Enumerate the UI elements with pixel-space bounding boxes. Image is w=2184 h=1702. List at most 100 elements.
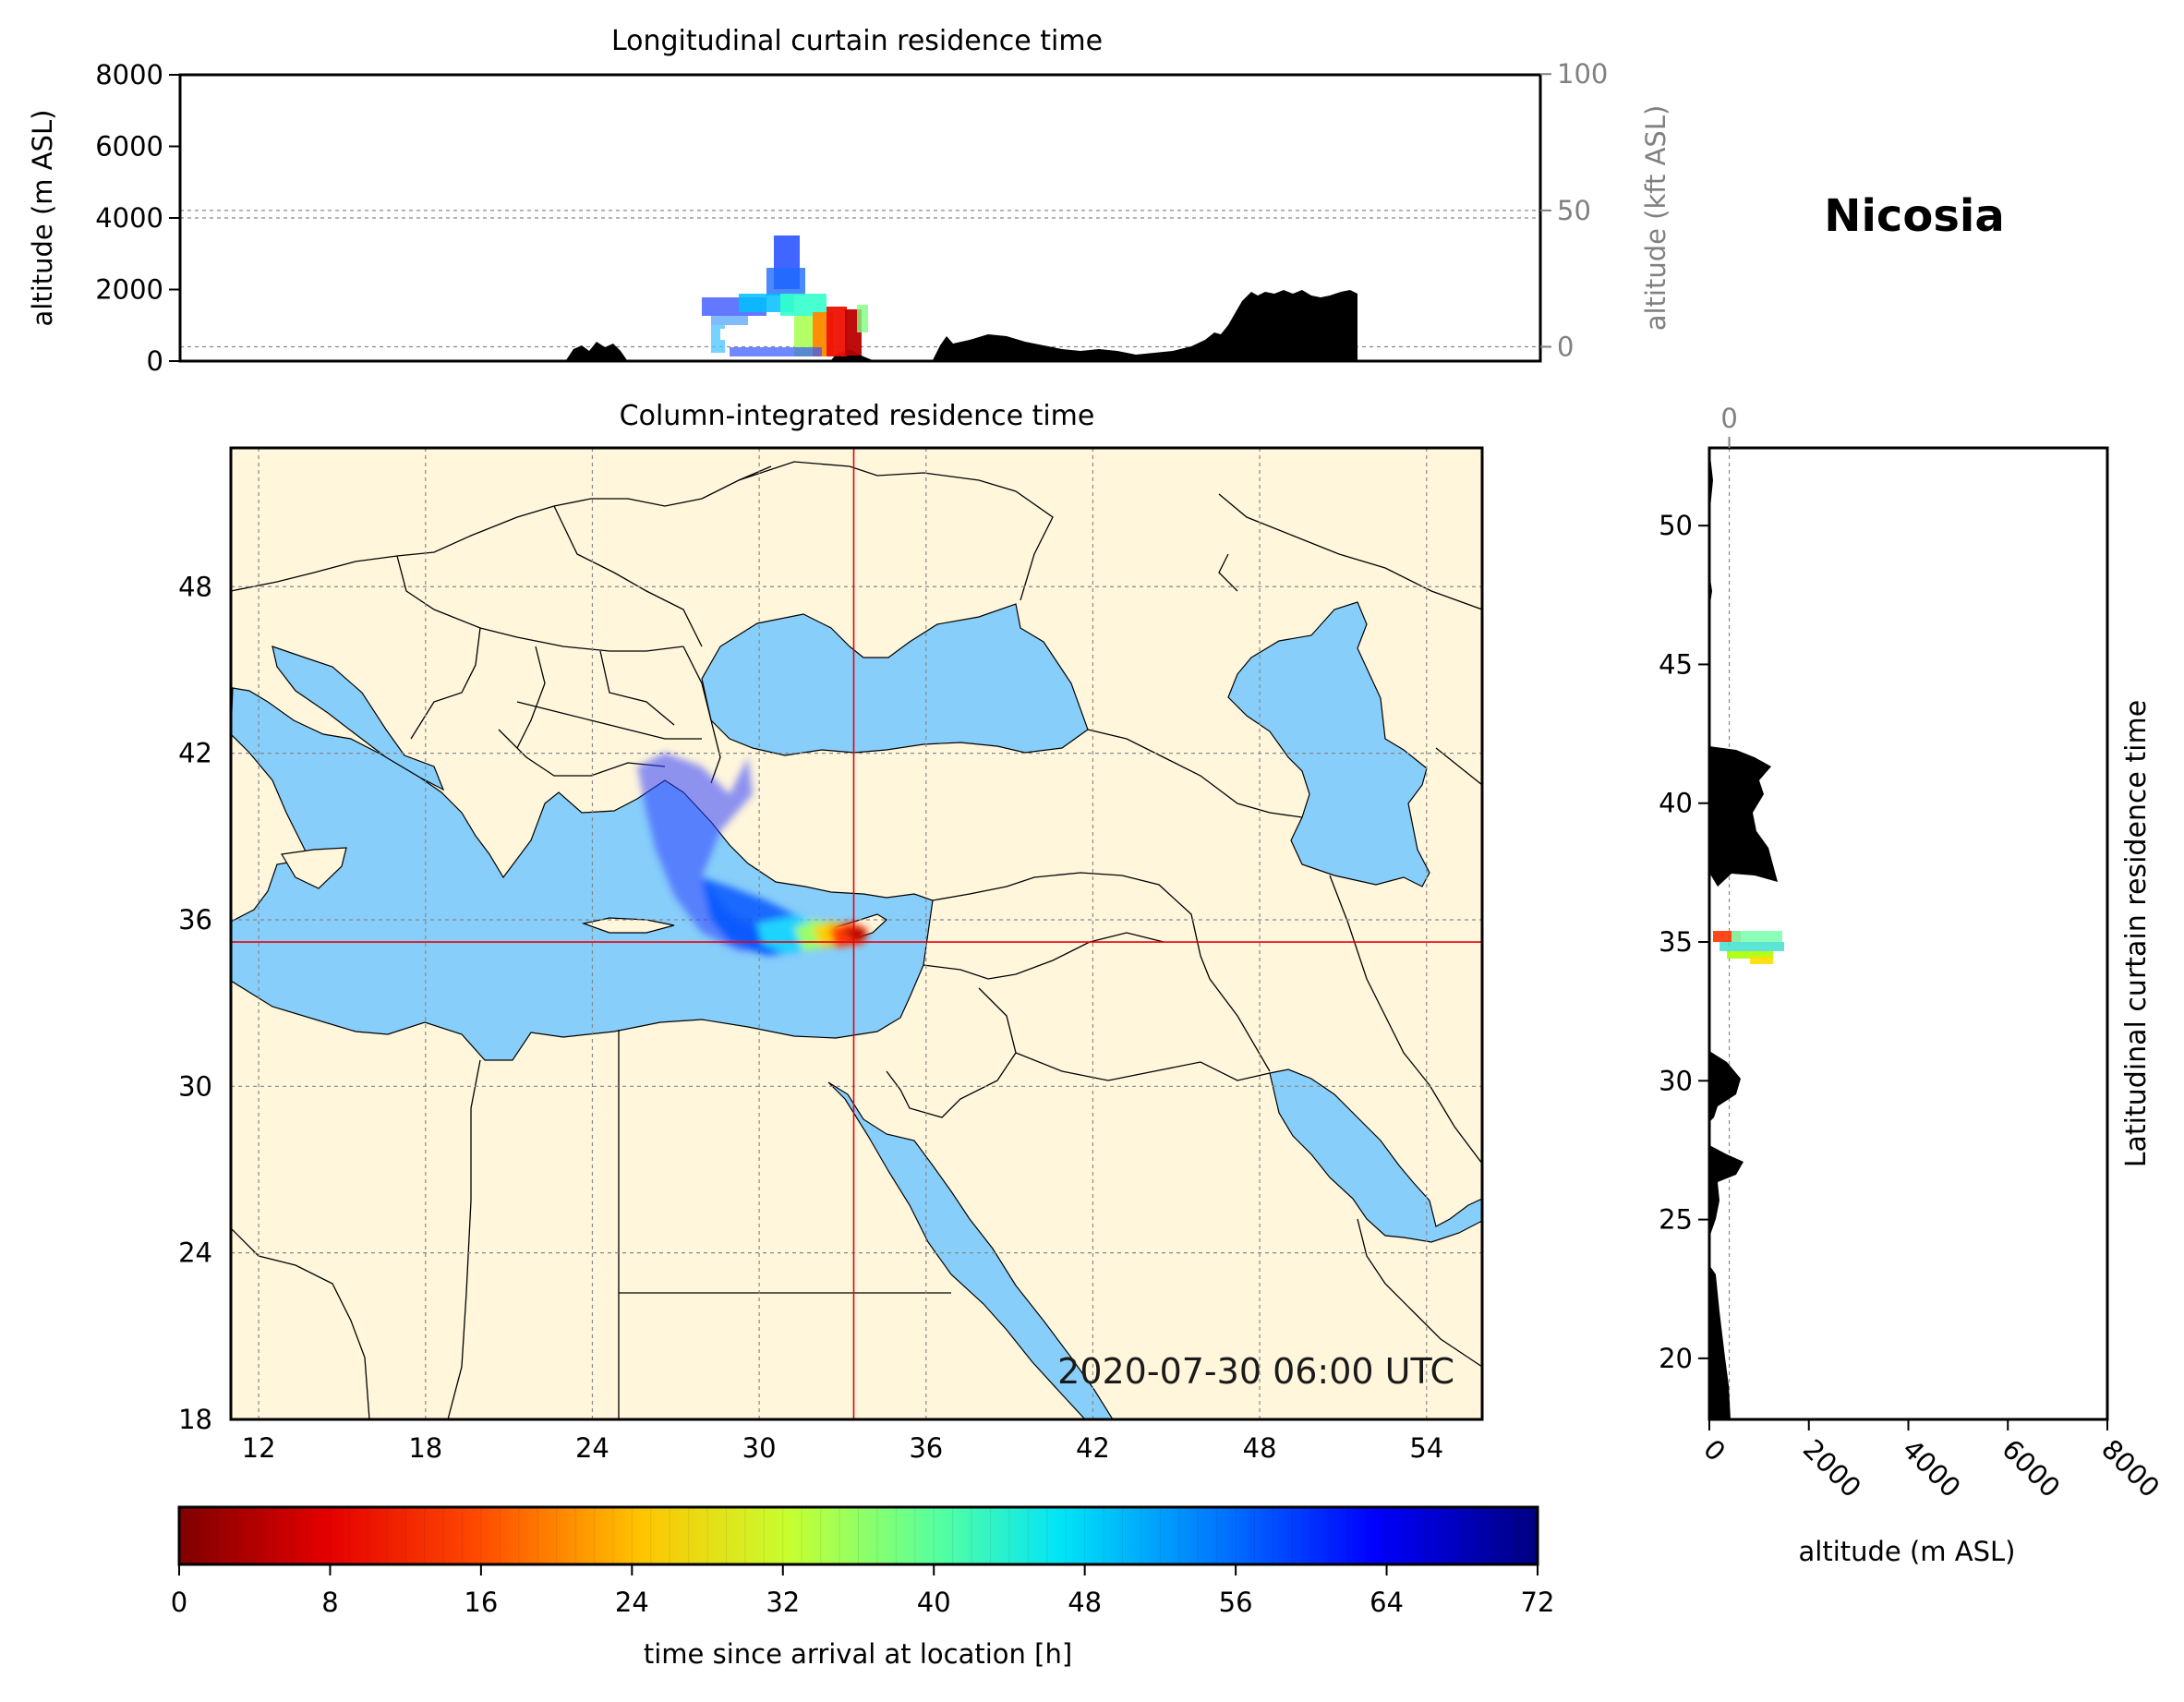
latitudinal-terrain-area <box>1709 1051 1741 1122</box>
latitudinal-plume <box>1713 931 1784 964</box>
border-line <box>1357 1218 1482 1368</box>
y-tick-label: 0 <box>147 345 163 377</box>
colorbar-tick-label: 0 <box>171 1587 187 1618</box>
crete-island <box>581 917 675 934</box>
border-line <box>738 461 1054 601</box>
x-tick-label: 6000 <box>1996 1433 2066 1503</box>
colorbar-segments <box>197 1507 1520 1564</box>
map-gridlines <box>231 448 1482 1419</box>
y-right-tick-label: 50 <box>1557 195 1591 226</box>
plume-cell <box>1732 931 1782 942</box>
plume-cell <box>1750 957 1773 964</box>
border-line <box>516 646 546 749</box>
x-tick-label: 2000 <box>1797 1433 1867 1503</box>
map-title: Column-integrated residence time <box>620 400 1095 432</box>
longitudinal-terrain-area <box>933 290 1357 360</box>
border-line <box>498 729 666 777</box>
border-line <box>682 646 721 784</box>
border-line <box>932 872 1271 1072</box>
border-line <box>231 465 772 592</box>
y-tick-label: 30 <box>178 1070 212 1102</box>
border-line <box>1015 1052 1271 1081</box>
plume-core <box>842 927 868 942</box>
border-line <box>1087 729 1303 818</box>
colorbar-ticks: 0 8 16 24 32 40 48 56 64 72 <box>171 1564 1555 1618</box>
border-line <box>599 650 675 726</box>
y-tick-label: 40 <box>1659 788 1693 819</box>
plume-cell <box>730 347 822 356</box>
colorbar: 0 8 16 24 32 40 48 56 64 72 time since arrival at… <box>171 1505 1555 1670</box>
y-tick-label: 45 <box>1659 648 1693 680</box>
map-panel: Column-integrated residence time <box>178 400 1484 1464</box>
map-y-axis: 18 24 30 36 42 48 <box>178 571 212 1435</box>
border-line <box>553 505 703 647</box>
y-tick-label: 30 <box>1659 1065 1693 1096</box>
border-line <box>447 1059 481 1419</box>
y-tick-label: 42 <box>178 738 212 769</box>
plume-cell <box>857 305 868 332</box>
colorbar-tick-label: 56 <box>1219 1587 1253 1618</box>
x-tick-label: 42 <box>1076 1432 1110 1464</box>
border-line <box>1218 553 1238 592</box>
map-seas <box>231 601 1482 1419</box>
colorbar-tick-label: 8 <box>321 1587 338 1618</box>
plume-cell <box>1719 942 1784 951</box>
colorbar-tick-label: 72 <box>1521 1587 1555 1618</box>
longitudinal-terrain-area <box>566 342 627 360</box>
longitudinal-right-axis: 0 50 100 <box>1540 58 1608 363</box>
latitudinal-terrain <box>1709 448 1778 1419</box>
longitudinal-ylabel-right: altitude (kft ASL) <box>1640 105 1671 332</box>
y-tick-label: 18 <box>178 1404 212 1435</box>
plume-cell <box>827 307 847 356</box>
longitudinal-ylabel: altitude (m ASL) <box>27 110 58 327</box>
x-tick-label: 0 <box>1697 1433 1732 1467</box>
red-sea <box>827 1081 1114 1419</box>
colorbar-tick-label: 16 <box>464 1587 498 1618</box>
y-tick-label: 20 <box>1659 1343 1693 1374</box>
y-tick-label: 35 <box>1659 926 1693 958</box>
latitudinal-terrain-area <box>1709 746 1778 887</box>
x-tick-label: 8000 <box>2095 1433 2166 1503</box>
y-right-tick-label: 100 <box>1557 58 1608 90</box>
y-tick-label: 6000 <box>95 131 163 163</box>
latitudinal-grid <box>1728 448 1731 1419</box>
latitudinal-y-axis: 20 25 30 35 40 45 50 <box>1659 510 1709 1374</box>
y-tick-label: 50 <box>1659 510 1693 541</box>
plume-cell <box>720 329 792 340</box>
latitudinal-title: Latitudinal curtain residence time <box>2120 700 2153 1167</box>
colorbar-tick-label: 32 <box>766 1587 800 1618</box>
x-tick-label: 24 <box>575 1432 609 1464</box>
latitudinal-terrain-area <box>1709 1145 1744 1237</box>
x-top-tick-label: 0 <box>1720 403 1737 434</box>
x-tick-label: 4000 <box>1897 1433 1967 1503</box>
border-line <box>516 701 702 740</box>
border-line <box>1435 747 1482 786</box>
adriatic-sea <box>271 646 445 791</box>
longitudinal-panel: Longitudinal curtain residence time 0 200… <box>27 25 1671 377</box>
y-tick-label: 25 <box>1659 1204 1693 1236</box>
colorbar-tick-label: 48 <box>1068 1587 1102 1618</box>
x-tick-label: 48 <box>1243 1432 1277 1464</box>
plume-cell <box>1727 951 1773 959</box>
border-line <box>886 987 1017 1118</box>
plume-cell <box>711 316 748 325</box>
latitudinal-terrain-area <box>1709 1265 1731 1419</box>
y-right-tick-label: 0 <box>1557 332 1574 363</box>
latitudinal-x-axis: 0 2000 4000 6000 8000 <box>1697 1419 2166 1503</box>
y-tick-label: 24 <box>178 1237 212 1269</box>
border-line <box>923 932 1164 980</box>
y-tick-label: 48 <box>178 571 212 602</box>
x-tick-label: 18 <box>408 1432 442 1464</box>
colorbar-frame <box>177 1505 1539 1566</box>
y-tick-label: 36 <box>178 904 212 935</box>
longitudinal-plume <box>702 235 868 356</box>
map-plume <box>637 753 868 956</box>
colorbar-fill <box>179 1507 1538 1564</box>
x-tick-label: 30 <box>742 1432 777 1464</box>
map-x-axis: 12 18 24 30 36 42 48 54 <box>242 1432 1444 1464</box>
border-line <box>396 555 684 652</box>
longitudinal-title: Longitudinal curtain residence time <box>611 25 1103 57</box>
